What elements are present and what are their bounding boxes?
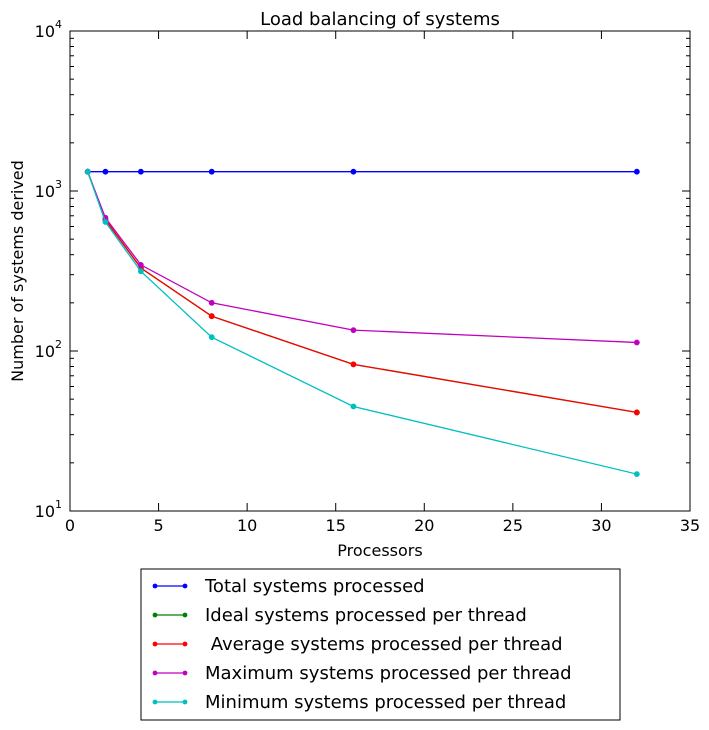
x-tick-label: 15: [326, 516, 346, 535]
y-tick-labels: 101 102 103 104: [35, 18, 62, 521]
data-point: [208, 299, 215, 306]
x-tick-label: 5: [153, 516, 163, 535]
data-point: [633, 339, 640, 346]
data-point: [208, 334, 215, 341]
data-point: [633, 168, 640, 175]
x-tick-label: 35: [680, 516, 700, 535]
series-1: [84, 168, 640, 175]
legend-marker: [182, 699, 188, 705]
plot-area-frame: [69, 30, 691, 512]
x-tick-label: 0: [65, 516, 75, 535]
legend-marker: [152, 612, 158, 618]
legend-marker: [152, 699, 158, 705]
legend: Total systems processed Ideal systems pro…: [140, 568, 621, 721]
series-line: [87, 171, 638, 414]
legend-marker: [182, 641, 188, 647]
y-tick-label: 101: [35, 498, 62, 521]
y-tick-label: 102: [35, 338, 62, 361]
legend-item: Total systems processed: [152, 576, 425, 597]
y-axis-title: Number of systems derived: [8, 160, 27, 382]
series-3: [84, 168, 640, 416]
legend-label: Maximum systems processed per thread: [205, 663, 572, 684]
legend-label: Average systems processed per thread: [205, 634, 563, 655]
data-point: [102, 168, 109, 175]
data-point: [102, 219, 109, 225]
data-point: [350, 361, 357, 368]
legend-marker: [182, 612, 188, 618]
x-tick-label: 25: [503, 516, 523, 535]
legend-item: Maximum systems processed per thread: [152, 663, 572, 684]
series-line: [87, 171, 638, 475]
data-point: [350, 327, 357, 334]
series-2: [84, 168, 640, 416]
data-point: [350, 168, 357, 175]
data-point: [208, 168, 215, 175]
x-tick-labels: 0 5 10 15 20 25 30 35: [65, 516, 700, 535]
legend-marker: [182, 670, 188, 676]
x-tick-label: 10: [237, 516, 257, 535]
x-tick-label: 30: [591, 516, 611, 535]
data-point: [208, 313, 215, 320]
legend-item: Average systems processed per thread: [152, 634, 563, 655]
data-point: [633, 471, 640, 478]
series-5: [84, 168, 640, 478]
data-point: [84, 168, 91, 175]
legend-box: [140, 568, 621, 721]
legend-item: Ideal systems processed per thread: [152, 605, 527, 626]
series-line: [87, 171, 637, 344]
legend-label: Ideal systems processed per thread: [205, 605, 527, 626]
y-tick-label: 104: [35, 18, 62, 41]
data-point: [137, 262, 144, 268]
legend-marker: [152, 583, 158, 589]
data-point: [633, 409, 640, 416]
legend-label: Minimum systems processed per thread: [205, 692, 566, 713]
series-line: [87, 171, 638, 414]
legend-marker: [182, 583, 188, 589]
data-point: [137, 168, 144, 175]
x-tick-label: 20: [414, 516, 434, 535]
legend-marker: [152, 641, 158, 647]
data-point: [350, 403, 357, 410]
y-tick-label: 103: [35, 178, 62, 201]
legend-item: Minimum systems processed per thread: [152, 692, 566, 713]
data-point: [137, 268, 144, 275]
x-axis-title: Processors: [337, 541, 422, 560]
chart-title: Load balancing of systems: [260, 9, 500, 30]
legend-marker: [152, 670, 158, 676]
series-4: [84, 168, 640, 346]
legend-label: Total systems processed: [204, 576, 425, 597]
